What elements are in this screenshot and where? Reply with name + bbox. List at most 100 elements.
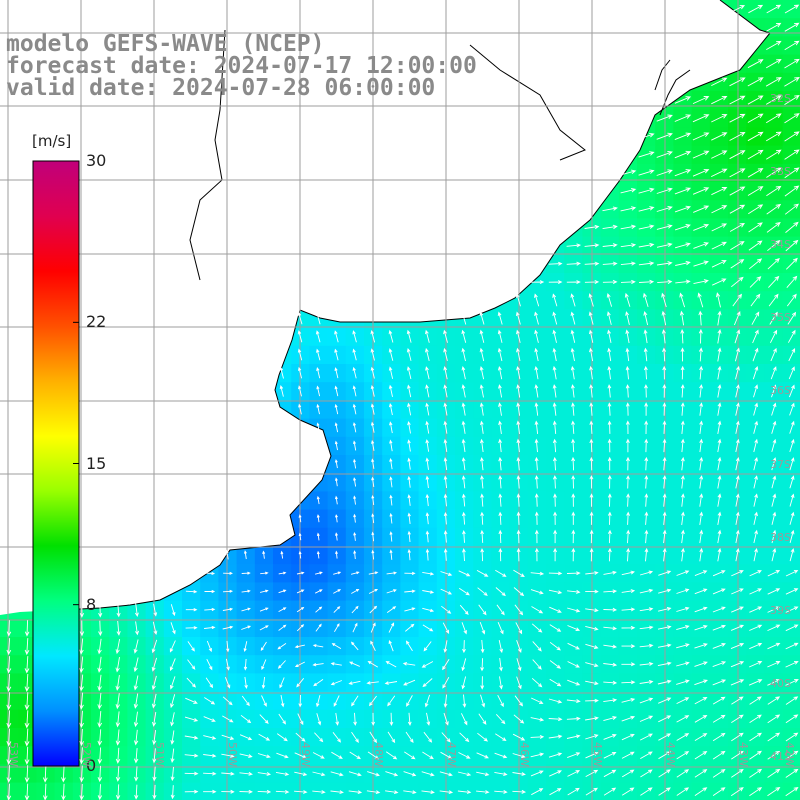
wind-arrow	[404, 607, 416, 612]
wind-arrow	[479, 329, 485, 343]
wind-arrow	[371, 531, 375, 542]
wind-arrow	[222, 696, 233, 706]
wind-arrow	[443, 457, 448, 471]
wind-arrow	[153, 603, 158, 617]
wind-arrow	[748, 222, 763, 233]
wind-arrow	[261, 659, 267, 671]
wind-arrow	[549, 770, 562, 777]
wind-arrow	[442, 658, 450, 671]
wind-arrow	[79, 638, 84, 655]
wind-arrow	[625, 420, 630, 435]
wind-arrow	[389, 494, 393, 506]
wind-arrow	[184, 716, 199, 722]
wind-arrow	[769, 311, 778, 325]
wind-arrow	[498, 493, 503, 507]
wind-arrow	[221, 753, 235, 758]
wind-arrow	[566, 699, 581, 704]
wind-arrow	[479, 622, 486, 635]
wind-arrow	[443, 548, 448, 561]
wind-arrow	[187, 659, 196, 670]
wind-arrow	[24, 765, 30, 783]
wind-arrow	[170, 622, 176, 635]
wind-arrow	[785, 588, 799, 595]
wind-arrow	[717, 438, 722, 453]
wind-arrow	[786, 275, 798, 288]
wind-arrow	[676, 588, 690, 594]
wind-arrow	[298, 694, 302, 708]
wind-arrow	[353, 458, 357, 469]
colorbar-gradient	[32, 160, 80, 767]
wind-arrow	[662, 475, 667, 489]
latitude-label: 34S	[770, 238, 791, 251]
latitude-label: 39S	[770, 604, 791, 617]
wind-arrow	[753, 493, 758, 507]
wind-arrow	[294, 644, 305, 649]
wind-arrow	[6, 673, 12, 693]
wind-arrow	[766, 149, 782, 160]
wind-arrow	[603, 644, 618, 649]
wind-arrow	[549, 660, 562, 669]
wind-arrow	[694, 769, 708, 778]
wind-arrow	[733, 311, 741, 326]
wind-arrow	[480, 694, 486, 708]
wind-arrow	[644, 456, 649, 471]
wind-arrow	[771, 475, 777, 489]
wind-arrow	[717, 456, 722, 471]
wind-arrow	[603, 589, 618, 594]
wind-arrow	[767, 714, 781, 724]
wind-arrow	[405, 731, 414, 744]
wind-arrow	[747, 186, 764, 196]
wind-arrow	[534, 293, 540, 307]
wind-arrow	[658, 715, 672, 723]
wind-arrow	[462, 640, 466, 654]
wind-arrow	[767, 258, 780, 270]
wind-arrow	[747, 77, 764, 87]
wind-arrow	[497, 347, 503, 362]
wind-arrow	[712, 769, 726, 778]
wind-arrow	[549, 788, 562, 796]
wind-arrow	[133, 729, 139, 746]
wind-arrow	[676, 769, 690, 778]
wind-arrow	[79, 747, 84, 765]
wind-arrow	[24, 728, 30, 747]
wind-arrow	[785, 257, 798, 270]
wind-arrow	[352, 422, 357, 433]
wind-arrow	[203, 735, 217, 740]
wind-arrow	[717, 402, 722, 416]
wind-arrow	[657, 607, 672, 612]
wind-arrow	[680, 365, 685, 380]
wind-arrow	[204, 625, 216, 630]
wind-arrow	[184, 789, 199, 794]
wind-arrow	[607, 329, 612, 343]
wind-arrow	[607, 365, 612, 380]
wind-arrow	[24, 692, 30, 711]
wind-arrow	[389, 531, 393, 542]
wind-arrow	[785, 221, 799, 233]
wind-arrow	[425, 530, 430, 543]
wind-arrow	[24, 638, 30, 656]
wind-arrow	[767, 661, 781, 668]
wind-arrow	[589, 347, 594, 362]
wind-arrow	[712, 787, 726, 796]
wind-arrow	[534, 329, 539, 343]
wind-arrow	[79, 783, 84, 800]
wind-arrow	[479, 311, 485, 325]
wind-arrow	[241, 607, 251, 612]
wind-arrow	[24, 620, 30, 637]
wind-arrow	[352, 366, 357, 379]
wind-arrow	[548, 261, 563, 266]
wind-arrow	[240, 714, 252, 724]
wind-arrow	[656, 205, 673, 212]
wind-arrow	[585, 734, 599, 740]
wind-arrow	[699, 511, 704, 525]
wind-arrow	[789, 548, 795, 562]
wind-arrow	[694, 733, 708, 741]
wind-arrow	[661, 310, 667, 326]
wind-arrow	[352, 330, 357, 343]
wind-arrow	[730, 787, 744, 797]
wind-arrow	[694, 697, 708, 705]
wind-arrow	[711, 168, 728, 178]
wind-arrow	[497, 365, 503, 380]
wind-arrow	[699, 547, 704, 562]
wind-arrow	[389, 476, 393, 488]
